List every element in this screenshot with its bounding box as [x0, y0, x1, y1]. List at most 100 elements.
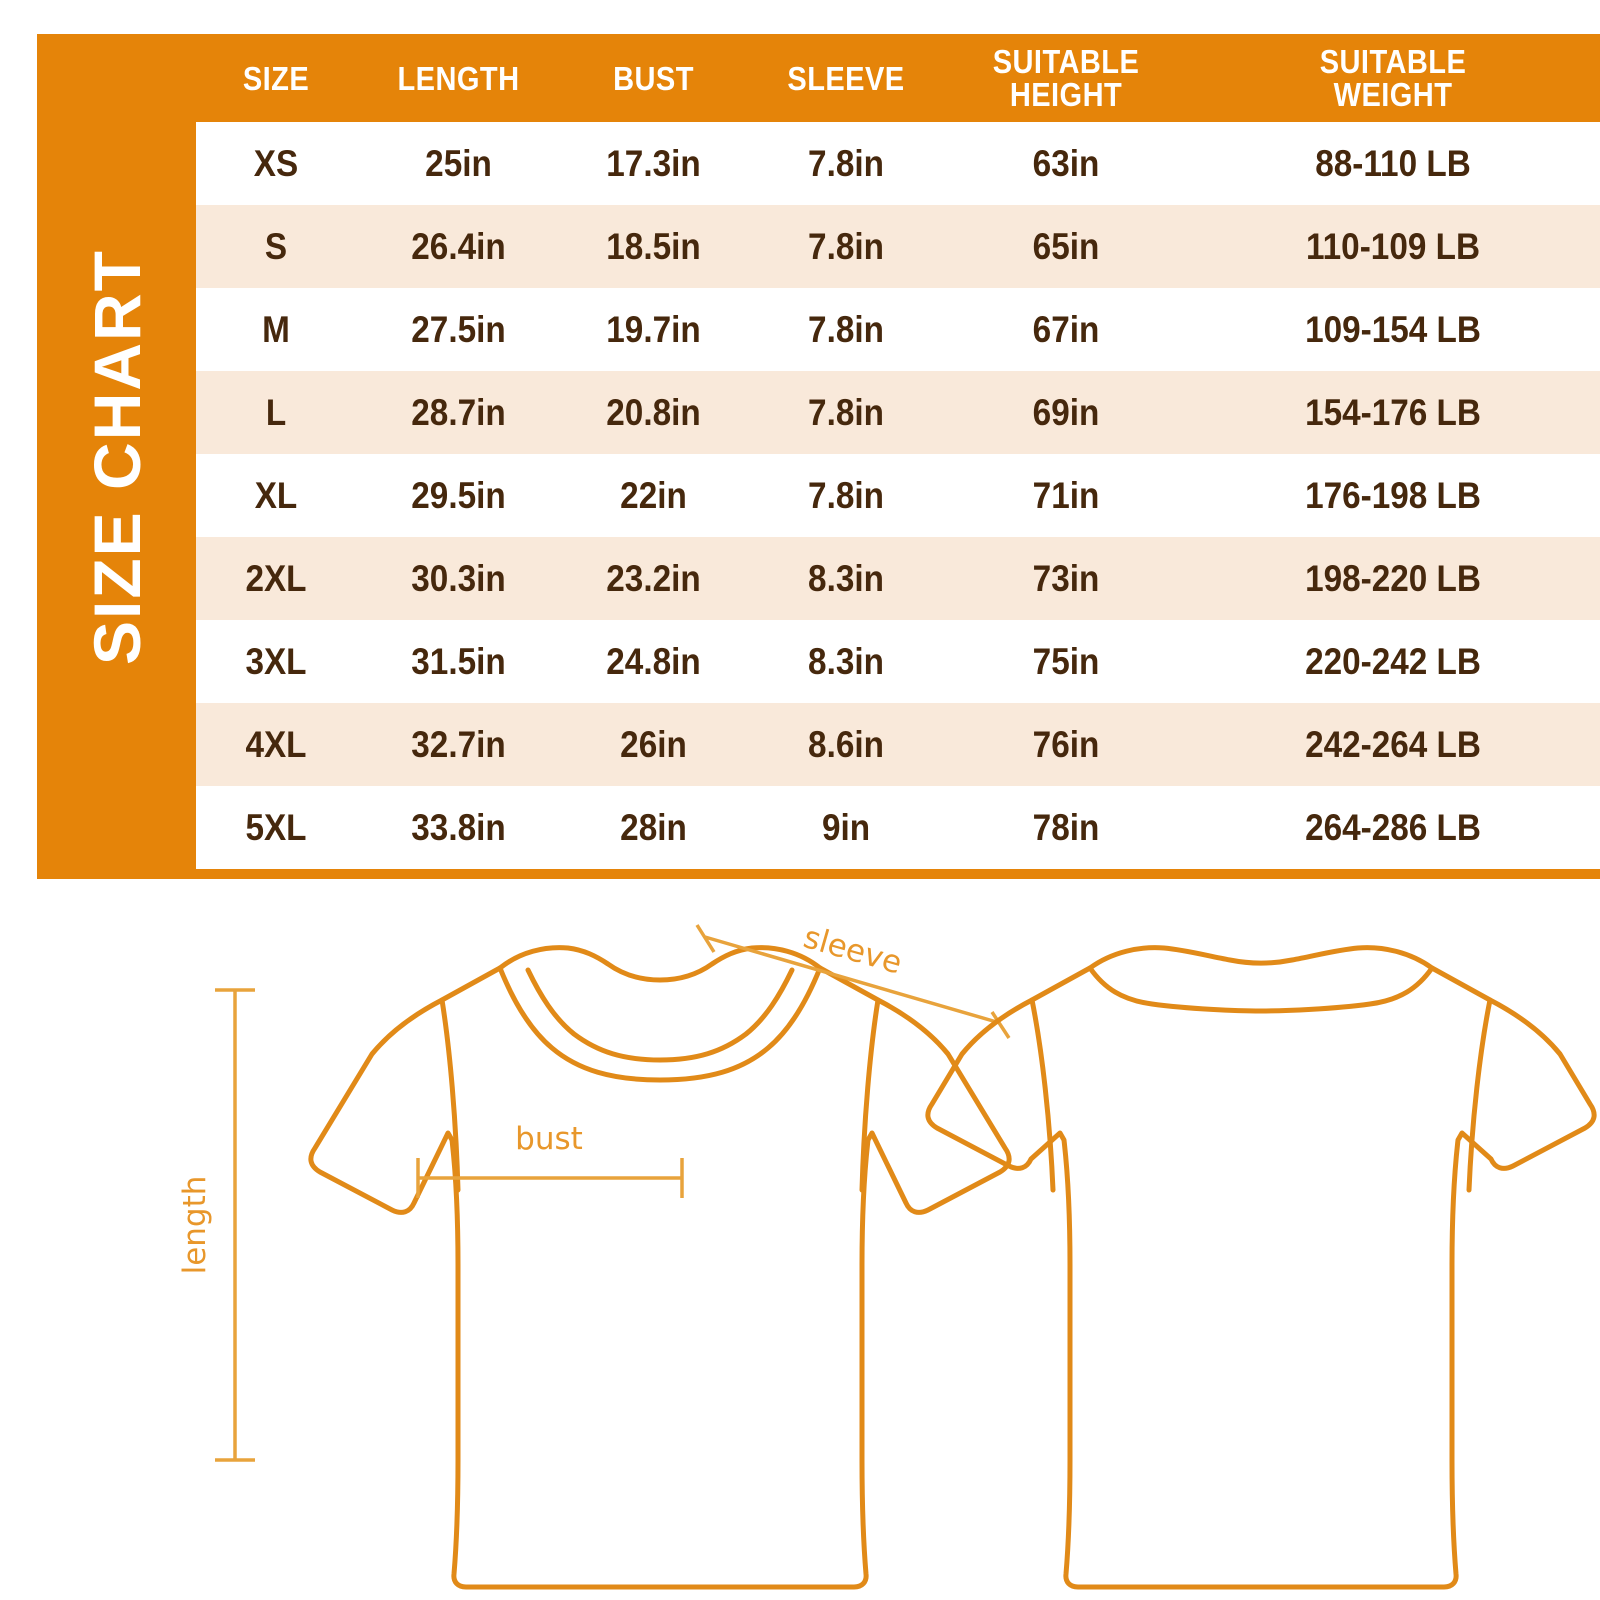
table-cell: 17.3in: [606, 142, 701, 184]
table-cell: 78in: [1032, 806, 1100, 848]
table-cell: 33.8in: [411, 806, 506, 848]
column-header-suitable-height: SUITABLE HEIGHT: [960, 34, 1171, 122]
back-shoulder-seam-right: [1466, 997, 1493, 1193]
table-cell: 26in: [620, 723, 687, 765]
table-row: 4XL 32.7in 26in 8.6in 76in 242-264 LB: [196, 703, 1600, 786]
table-row: XS 25in 17.3in 7.8in 63in 88-110 LB: [196, 122, 1600, 205]
table-cell: 69in: [1032, 391, 1100, 433]
table-cell: 27.5in: [411, 308, 506, 350]
table-cell: 9in: [821, 806, 871, 848]
table-cell: 32.7in: [411, 723, 506, 765]
back-shirt-outline: [925, 945, 1597, 1590]
chart-header-band: [196, 34, 1600, 122]
table-cell: 5XL: [245, 806, 307, 848]
sleeve-measure-line: [695, 924, 1011, 1039]
table-cell: 29.5in: [411, 474, 506, 516]
t-shirt-back: [925, 945, 1597, 1590]
table-cell: M: [262, 308, 290, 350]
table-cell: 7.8in: [808, 308, 884, 350]
table-cell: 28.7in: [411, 391, 506, 433]
table-row: S 26.4in 18.5in 7.8in 65in 110-109 LB: [196, 205, 1600, 288]
table-cell: XL: [254, 474, 298, 516]
bust-label: bust: [515, 1121, 583, 1157]
size-chart-table: SIZE LENGTH BUST SLEEVE SUITABLE HEIGHT …: [196, 34, 1600, 869]
table-cell: 76in: [1032, 723, 1100, 765]
front-shirt-outline: [308, 945, 1012, 1590]
table-cell: 2XL: [245, 557, 307, 599]
bust-measure-line: [416, 1158, 684, 1198]
size-chart-table-body: XS 25in 17.3in 7.8in 63in 88-110 LB S 26.4in 18.…: [196, 122, 1600, 869]
front-collar-inner: [525, 967, 795, 1063]
table-cell: 75in: [1032, 640, 1100, 682]
table-row: 3XL 31.5in 24.8in 8.3in 75in 220-242 LB: [196, 620, 1600, 703]
sleeve-measure-group: [695, 924, 1011, 1039]
table-cell: 176-198 LB: [1305, 474, 1481, 516]
table-cell: 8.3in: [808, 557, 884, 599]
length-measure-line: [215, 988, 255, 1462]
column-header-size: SIZE: [242, 59, 310, 97]
table-cell: 31.5in: [411, 640, 506, 682]
front-collar-outer: [497, 965, 823, 1083]
table-row: M 27.5in 19.7in 7.8in 67in 109-154 LB: [196, 288, 1600, 371]
back-collar: [1087, 965, 1435, 1014]
chart-bottom-strip: [196, 869, 1600, 879]
chart-sidebar-panel: [37, 34, 196, 879]
page-title: SIZE CHART: [37, 34, 196, 879]
table-cell: 3XL: [245, 640, 307, 682]
table-cell: 20.8in: [606, 391, 701, 433]
table-cell: 65in: [1032, 225, 1100, 267]
length-measure-group: [215, 988, 255, 1462]
table-cell: 71in: [1032, 474, 1100, 516]
length-label: length: [177, 1176, 213, 1275]
page-title-text: SIZE CHART: [79, 248, 154, 665]
table-cell: 25in: [425, 142, 492, 184]
table-header-row: SIZE LENGTH BUST SLEEVE SUITABLE HEIGHT …: [196, 34, 1600, 122]
table-cell: 110-109 LB: [1305, 225, 1481, 267]
table-row: 5XL 33.8in 28in 9in 78in 264-286 LB: [196, 786, 1600, 869]
table-cell: 28in: [620, 806, 687, 848]
column-header-suitable-weight-line2: WEIGHT: [1333, 76, 1453, 113]
column-header-sleeve: SLEEVE: [787, 59, 905, 97]
table-cell: L: [265, 391, 287, 433]
table-cell: 109-154 LB: [1305, 308, 1481, 350]
table-cell: 4XL: [245, 723, 307, 765]
front-shoulder-seam-left: [439, 997, 461, 1193]
tshirt-measurement-diagram: length bust sleeve: [0, 890, 1600, 1600]
front-shoulder-seam-right: [859, 997, 881, 1193]
table-cell: 30.3in: [411, 557, 506, 599]
table-cell: 7.8in: [808, 474, 884, 516]
table-row: XL 29.5in 22in 7.8in 71in 176-198 LB: [196, 454, 1600, 537]
column-header-suitable-weight-line1: SUITABLE: [1319, 43, 1467, 80]
bust-measure-group: [416, 1158, 684, 1198]
table-row: L 28.7in 20.8in 7.8in 69in 154-176 LB: [196, 371, 1600, 454]
table-cell: 24.8in: [606, 640, 701, 682]
column-header-bust: BUST: [613, 59, 694, 97]
column-header-suitable-height-line2: HEIGHT: [1009, 76, 1123, 113]
table-cell: 19.7in: [606, 308, 701, 350]
table-cell: 8.6in: [808, 723, 884, 765]
table-cell: 154-176 LB: [1305, 391, 1481, 433]
table-cell: 22in: [620, 474, 687, 516]
table-cell: 220-242 LB: [1305, 640, 1481, 682]
table-cell: 7.8in: [808, 142, 884, 184]
column-header-suitable-height-line1: SUITABLE: [992, 43, 1140, 80]
back-shoulder-seam-left: [1029, 997, 1056, 1193]
table-cell: 7.8in: [808, 225, 884, 267]
table-cell: S: [264, 225, 288, 267]
table-cell: 242-264 LB: [1305, 723, 1481, 765]
table-cell: 26.4in: [411, 225, 506, 267]
table-cell: 7.8in: [808, 391, 884, 433]
table-cell: XS: [253, 142, 299, 184]
table-cell: 88-110 LB: [1315, 142, 1471, 184]
table-cell: 18.5in: [606, 225, 701, 267]
t-shirt-front: [308, 945, 1012, 1590]
table-cell: 264-286 LB: [1305, 806, 1481, 848]
table-row: 2XL 30.3in 23.2in 8.3in 73in 198-220 LB: [196, 537, 1600, 620]
column-header-length: LENGTH: [397, 59, 520, 97]
column-header-suitable-weight: SUITABLE WEIGHT: [1211, 34, 1575, 122]
table-cell: 67in: [1032, 308, 1100, 350]
table-cell: 8.3in: [808, 640, 884, 682]
table-cell: 198-220 LB: [1305, 557, 1481, 599]
size-chart-block: SIZE CHART SIZE LENGTH BUST SLEEVE SUITA…: [37, 34, 1600, 879]
table-cell: 73in: [1032, 557, 1100, 599]
